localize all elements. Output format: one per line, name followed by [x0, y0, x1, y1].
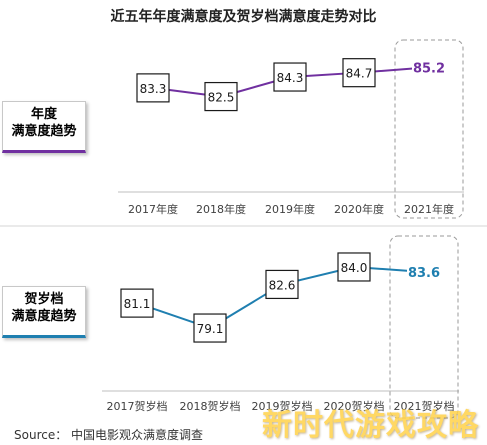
hesui-data-label: 82.6	[269, 278, 296, 292]
hesui-data-label: 81.1	[124, 297, 151, 311]
annual-data-label: 84.3	[277, 71, 304, 85]
annual-label-line2: 满意度趋势	[11, 124, 77, 139]
annual-tick-label: 2021年度	[404, 202, 454, 216]
hesui-tick-label: 2020贺岁档	[324, 399, 385, 413]
annual-data-label: 83.3	[140, 82, 167, 96]
watermark: 新时代游戏攻略	[262, 408, 479, 443]
hesui-point-box	[407, 259, 441, 284]
hesui-tick-label: 2018贺岁档	[180, 399, 241, 413]
annual-point-box	[412, 55, 446, 80]
annual-point-box	[204, 81, 238, 112]
hesui-tick-label: 2021贺岁档	[394, 399, 455, 413]
source-note: Source： 中国电影观众满意度调查	[14, 428, 204, 442]
hesui-chart: 81.1 79.1 82.6 84.0 83.6 2017贺岁档 2018贺岁档 2019贺岁…	[102, 235, 459, 419]
hesui-tick-label: 2017贺岁档	[107, 399, 168, 413]
hesui-point-box	[120, 288, 154, 318]
chart-title: 近五年年度满意度及贺岁档满意度走势对比	[110, 9, 377, 25]
annual-point-box	[273, 62, 307, 92]
annual-point-box	[136, 73, 170, 103]
annual-data-label: 85.2	[413, 61, 445, 76]
annual-tick-label: 2017年度	[128, 202, 178, 216]
hesui-data-label: 83.6	[408, 266, 440, 281]
hesui-data-label: 84.0	[341, 261, 368, 275]
annual-tick-label: 2018年度	[196, 202, 246, 216]
hesui-data-label: 79.1	[197, 322, 224, 336]
annual-chart: 83.3 82.5 84.3 84.7 85.2 2017年度 2018年度 2019年度 20…	[118, 39, 464, 219]
hesui-point-box	[265, 269, 299, 300]
annual-tick-label: 2020年度	[334, 202, 384, 216]
hesui-highlight-box	[389, 235, 459, 419]
annual-point-box	[342, 58, 376, 88]
annual-data-label: 82.5	[208, 91, 235, 105]
annual-trend-label: 年度 满意度趋势	[2, 101, 86, 153]
hesui-point-box	[193, 313, 227, 343]
annual-data-label: 84.7	[346, 67, 373, 81]
hesui-label-line1: 贺岁档	[24, 292, 64, 307]
annual-tick-label: 2019年度	[265, 202, 315, 216]
hesui-trend-label: 贺岁档 满意度趋势	[2, 286, 86, 338]
hesui-point-box	[337, 252, 371, 282]
hesui-tick-label: 2019贺岁档	[252, 399, 313, 413]
hesui-label-line2: 满意度趋势	[11, 309, 77, 324]
annual-label-line1: 年度	[30, 107, 57, 122]
